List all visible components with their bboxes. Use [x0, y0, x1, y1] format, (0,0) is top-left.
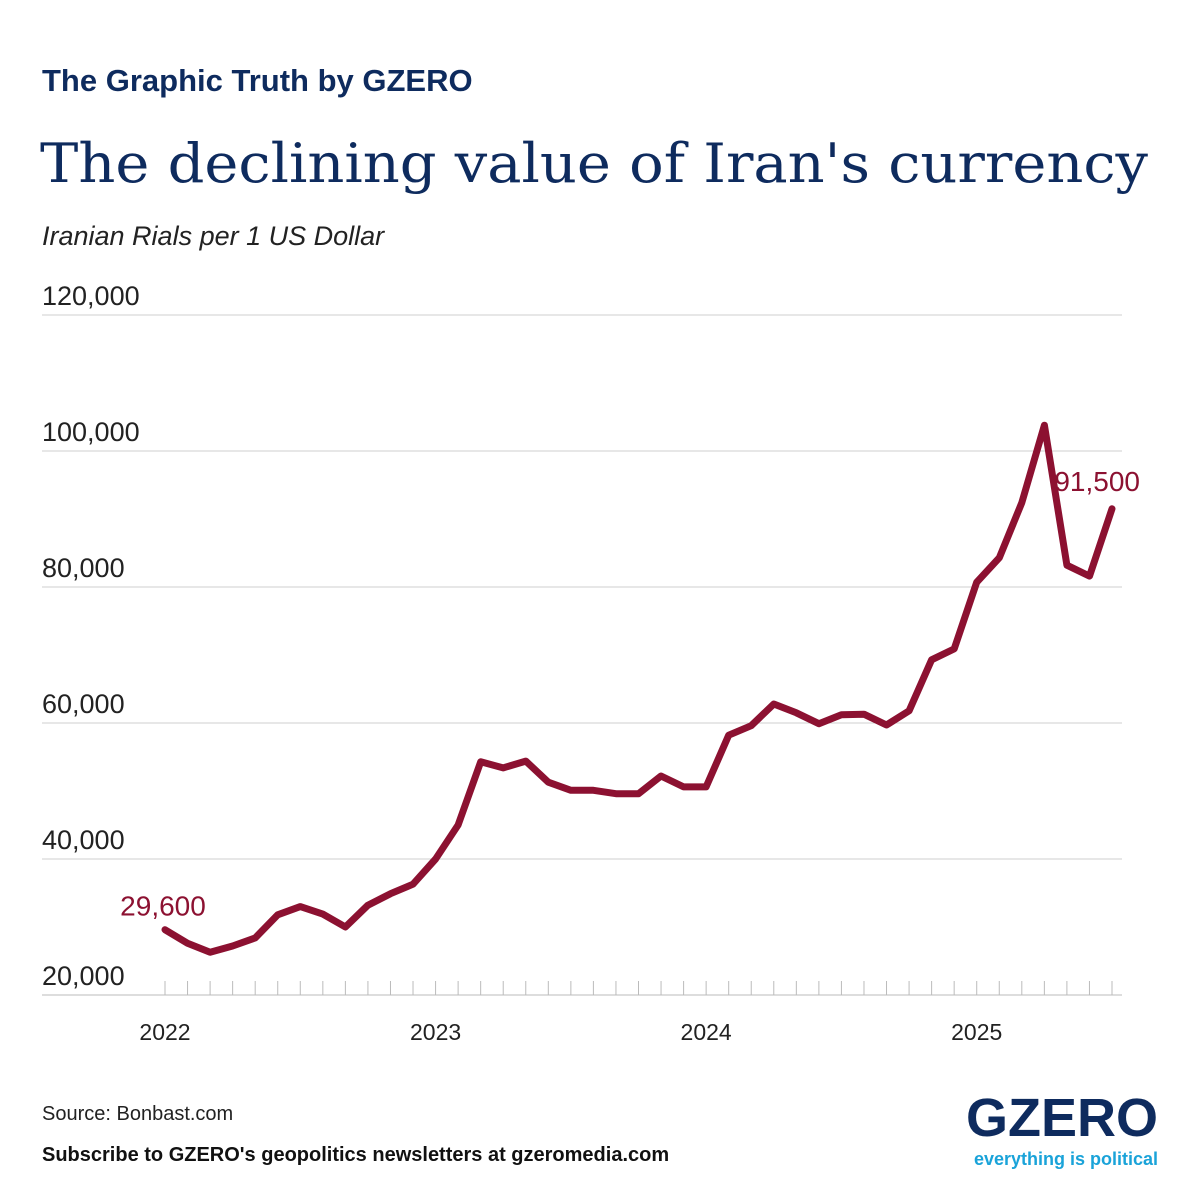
logo: GZERO: [966, 1088, 1158, 1148]
y-tick-label: 120,000: [42, 281, 140, 311]
tagline: everything is political: [974, 1149, 1158, 1169]
x-tick-label: 2023: [410, 1019, 461, 1045]
y-tick-label: 60,000: [42, 689, 125, 719]
y-tick-label: 20,000: [42, 961, 125, 991]
y-tick-label: 40,000: [42, 825, 125, 855]
x-tick-label: 2025: [951, 1019, 1002, 1045]
data-label: 29,600: [120, 891, 206, 922]
chart-title: The declining value of Iran's currency: [40, 132, 1149, 195]
plot-area: 20,000 40,000 60,000 80,000 100,000 120,000 20…: [42, 281, 1140, 1045]
line: [161, 421, 1116, 956]
x-tick-label: 2024: [681, 1019, 732, 1045]
footer-note: Subscribe to GZERO's geopolitics newslet…: [42, 1144, 669, 1166]
source: Source: Bonbast.com: [42, 1103, 233, 1125]
data-label: 91,500: [1054, 466, 1140, 497]
y-tick-label: 80,000: [42, 553, 125, 583]
x-tick-label: 2022: [139, 1019, 190, 1045]
brand: The Graphic Truth by GZERO: [42, 63, 473, 98]
chart-subtitle: Iranian Rials per 1 US Dollar: [42, 221, 385, 251]
y-tick-label: 100,000: [42, 417, 140, 447]
